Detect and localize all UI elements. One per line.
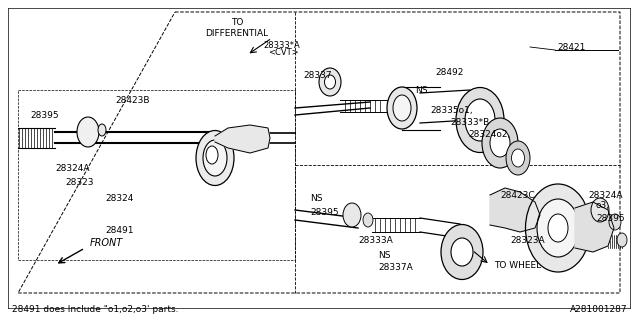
Text: 28421: 28421 bbox=[557, 43, 586, 52]
Ellipse shape bbox=[77, 117, 99, 147]
Ellipse shape bbox=[206, 146, 218, 164]
Ellipse shape bbox=[537, 199, 579, 257]
Text: 28395: 28395 bbox=[310, 207, 339, 217]
Text: FRONT: FRONT bbox=[90, 238, 124, 248]
Text: DIFFERENTIAL: DIFFERENTIAL bbox=[205, 28, 269, 37]
Text: 28333*B: 28333*B bbox=[450, 117, 489, 126]
Text: 28324A: 28324A bbox=[588, 190, 623, 199]
Text: <CVT>: <CVT> bbox=[268, 47, 299, 57]
Ellipse shape bbox=[490, 129, 510, 157]
Ellipse shape bbox=[548, 214, 568, 242]
Ellipse shape bbox=[451, 238, 473, 266]
Polygon shape bbox=[575, 202, 614, 252]
Ellipse shape bbox=[98, 124, 106, 136]
Ellipse shape bbox=[617, 233, 627, 247]
Text: 28324o2,: 28324o2, bbox=[468, 130, 510, 139]
Ellipse shape bbox=[203, 140, 227, 176]
Ellipse shape bbox=[343, 203, 361, 227]
Text: NS: NS bbox=[378, 251, 390, 260]
Ellipse shape bbox=[387, 87, 417, 129]
Polygon shape bbox=[490, 188, 540, 232]
Text: 28333*A: 28333*A bbox=[263, 41, 300, 50]
Ellipse shape bbox=[319, 68, 341, 96]
Ellipse shape bbox=[456, 87, 504, 153]
Ellipse shape bbox=[363, 213, 373, 227]
Ellipse shape bbox=[196, 131, 234, 186]
Ellipse shape bbox=[324, 75, 335, 89]
Text: TO: TO bbox=[231, 18, 243, 27]
Text: 28335o1,: 28335o1, bbox=[430, 106, 472, 115]
Text: 28324: 28324 bbox=[105, 194, 133, 203]
Text: 28323A: 28323A bbox=[510, 236, 545, 244]
Polygon shape bbox=[215, 125, 270, 153]
Text: 28323: 28323 bbox=[65, 178, 93, 187]
Text: 28337A: 28337A bbox=[378, 263, 413, 273]
Ellipse shape bbox=[591, 198, 609, 222]
Ellipse shape bbox=[609, 214, 621, 230]
Text: 28337: 28337 bbox=[303, 70, 332, 79]
Text: 28491 does Include "o1,o2,o3' parts.: 28491 does Include "o1,o2,o3' parts. bbox=[12, 306, 179, 315]
Ellipse shape bbox=[506, 141, 530, 175]
Text: NS: NS bbox=[415, 85, 428, 94]
Text: 28395: 28395 bbox=[596, 213, 625, 222]
Ellipse shape bbox=[482, 118, 518, 168]
Text: 28492: 28492 bbox=[435, 68, 463, 76]
Text: 28333A: 28333A bbox=[358, 236, 393, 244]
Ellipse shape bbox=[511, 149, 525, 167]
Text: 28491: 28491 bbox=[105, 226, 134, 235]
Text: TO WHEEL: TO WHEEL bbox=[494, 260, 541, 269]
Text: o3,: o3, bbox=[596, 201, 610, 210]
Ellipse shape bbox=[393, 95, 411, 121]
Text: A281001287: A281001287 bbox=[570, 306, 628, 315]
Text: 28423C: 28423C bbox=[500, 190, 534, 199]
Ellipse shape bbox=[441, 225, 483, 279]
Ellipse shape bbox=[465, 99, 495, 141]
Text: 28423B: 28423B bbox=[115, 95, 150, 105]
Text: 28324A: 28324A bbox=[55, 164, 90, 172]
Text: 28395: 28395 bbox=[30, 110, 59, 119]
Ellipse shape bbox=[525, 184, 591, 272]
Text: NS: NS bbox=[310, 194, 323, 203]
